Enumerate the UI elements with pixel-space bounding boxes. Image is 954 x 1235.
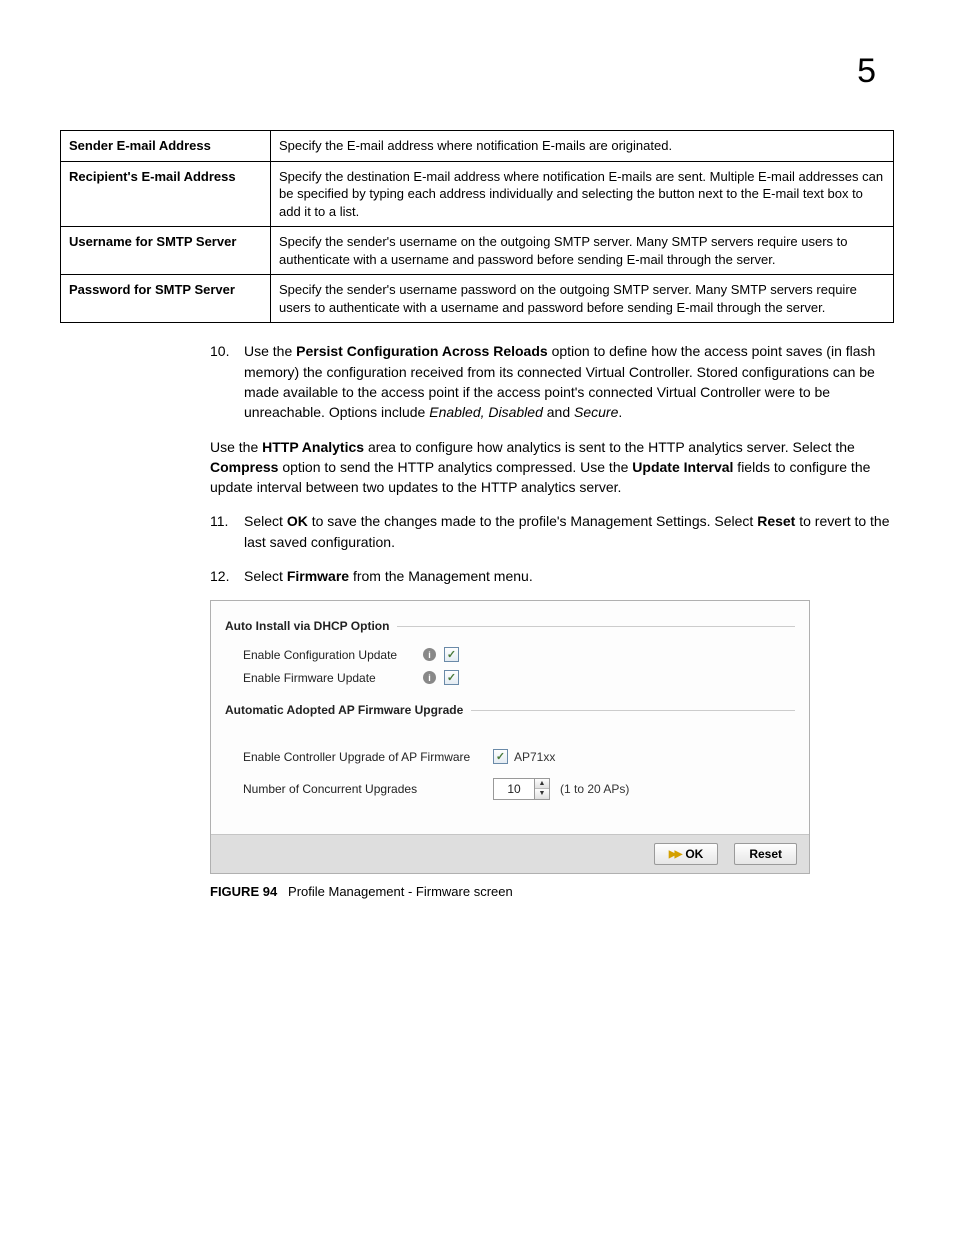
http-analytics-paragraph: Use the HTTP Analytics area to configure… [60,437,894,498]
update-interval-label: Update Interval [632,459,733,475]
text: from the Management menu. [349,568,533,584]
forward-icon: ▶▶ [669,849,680,860]
step-number: 11. [210,511,244,552]
ok-button-label: OK [685,847,703,861]
info-icon[interactable]: i [423,671,436,684]
stepper-up-icon[interactable]: ▲ [535,779,549,789]
auto-adopted-section-title: Automatic Adopted AP Firmware Upgrade [225,703,795,717]
ok-button[interactable]: ▶▶ OK [654,843,718,865]
text: Use the [244,343,296,359]
table-row-desc: Specify the sender's username on the out… [271,227,894,275]
enable-config-update-row: Enable Configuration Update i ✓ [225,643,795,666]
step-11: 11. Select OK to save the changes made t… [60,511,894,552]
compress-label: Compress [210,459,278,475]
table-row-desc: Specify the destination E-mail address w… [271,161,894,227]
auto-install-section-title: Auto Install via DHCP Option [225,619,795,633]
figure-caption-text: Profile Management - Firmware screen [288,884,513,899]
reset-label: Reset [757,513,795,529]
row-label: Number of Concurrent Upgrades [243,782,493,796]
table-row: Password for SMTP ServerSpecify the send… [61,275,894,323]
text: area to configure how analytics is sent … [364,439,855,455]
text: to save the changes made to the profile'… [308,513,757,529]
text: option to send the HTTP analytics compre… [278,459,632,475]
divider-line [397,626,795,627]
text: Use the [210,439,262,455]
table-row: Username for SMTP ServerSpecify the send… [61,227,894,275]
http-analytics-label: HTTP Analytics [262,439,364,455]
ap-model-label: AP71xx [514,750,555,764]
ok-label: OK [287,513,308,529]
step-number: 10. [210,341,244,422]
enable-config-update-checkbox[interactable]: ✓ [444,647,459,662]
section-title-text: Auto Install via DHCP Option [225,619,389,633]
text: . [618,404,622,420]
step-12: 12. Select Firmware from the Management … [60,566,894,586]
table-row: Sender E-mail AddressSpecify the E-mail … [61,131,894,162]
info-icon[interactable]: i [423,648,436,661]
concurrent-upgrades-input[interactable]: 10 [493,778,535,800]
table-row-label: Sender E-mail Address [61,131,271,162]
figure-94: Auto Install via DHCP Option Enable Conf… [210,600,810,899]
section-title-text: Automatic Adopted AP Firmware Upgrade [225,703,463,717]
persist-config-label: Persist Configuration Across Reloads [296,343,548,359]
firmware-panel: Auto Install via DHCP Option Enable Conf… [210,600,810,874]
table-row-desc: Specify the sender's username password o… [271,275,894,323]
quantity-stepper[interactable]: ▲ ▼ [534,778,550,800]
divider-line [471,710,795,711]
stepper-down-icon[interactable]: ▼ [535,789,549,799]
smtp-settings-table: Sender E-mail AddressSpecify the E-mail … [60,130,894,323]
table-row-label: Password for SMTP Server [61,275,271,323]
row-label: Enable Controller Upgrade of AP Firmware [243,750,493,764]
step-10: 10. Use the Persist Configuration Across… [60,341,894,422]
reset-button[interactable]: Reset [734,843,797,865]
option-enabled-disabled: Enabled, Disabled [429,404,543,420]
reset-button-label: Reset [749,847,782,861]
firmware-label: Firmware [287,568,349,584]
chapter-number: 5 [857,52,876,91]
concurrent-upgrades-row: Number of Concurrent Upgrades 10 ▲ ▼ (1 … [225,774,795,804]
table-row-label: Username for SMTP Server [61,227,271,275]
option-secure: Secure [574,404,618,420]
enable-firmware-update-checkbox[interactable]: ✓ [444,670,459,685]
text: Select [244,513,287,529]
step-number: 12. [210,566,244,586]
table-row: Recipient's E-mail AddressSpecify the de… [61,161,894,227]
enable-firmware-update-row: Enable Firmware Update i ✓ [225,666,795,689]
row-label: Enable Firmware Update [243,671,423,685]
row-label: Enable Configuration Update [243,648,423,662]
text: Select [244,568,287,584]
figure-number: FIGURE 94 [210,884,277,899]
table-row-desc: Specify the E-mail address where notific… [271,131,894,162]
text: and [543,404,574,420]
range-label: (1 to 20 APs) [560,782,629,796]
enable-controller-upgrade-checkbox[interactable]: ✓ [493,749,508,764]
button-bar: ▶▶ OK Reset [211,834,809,873]
figure-caption: FIGURE 94 Profile Management - Firmware … [210,884,810,899]
enable-controller-upgrade-row: Enable Controller Upgrade of AP Firmware… [225,745,795,768]
table-row-label: Recipient's E-mail Address [61,161,271,227]
